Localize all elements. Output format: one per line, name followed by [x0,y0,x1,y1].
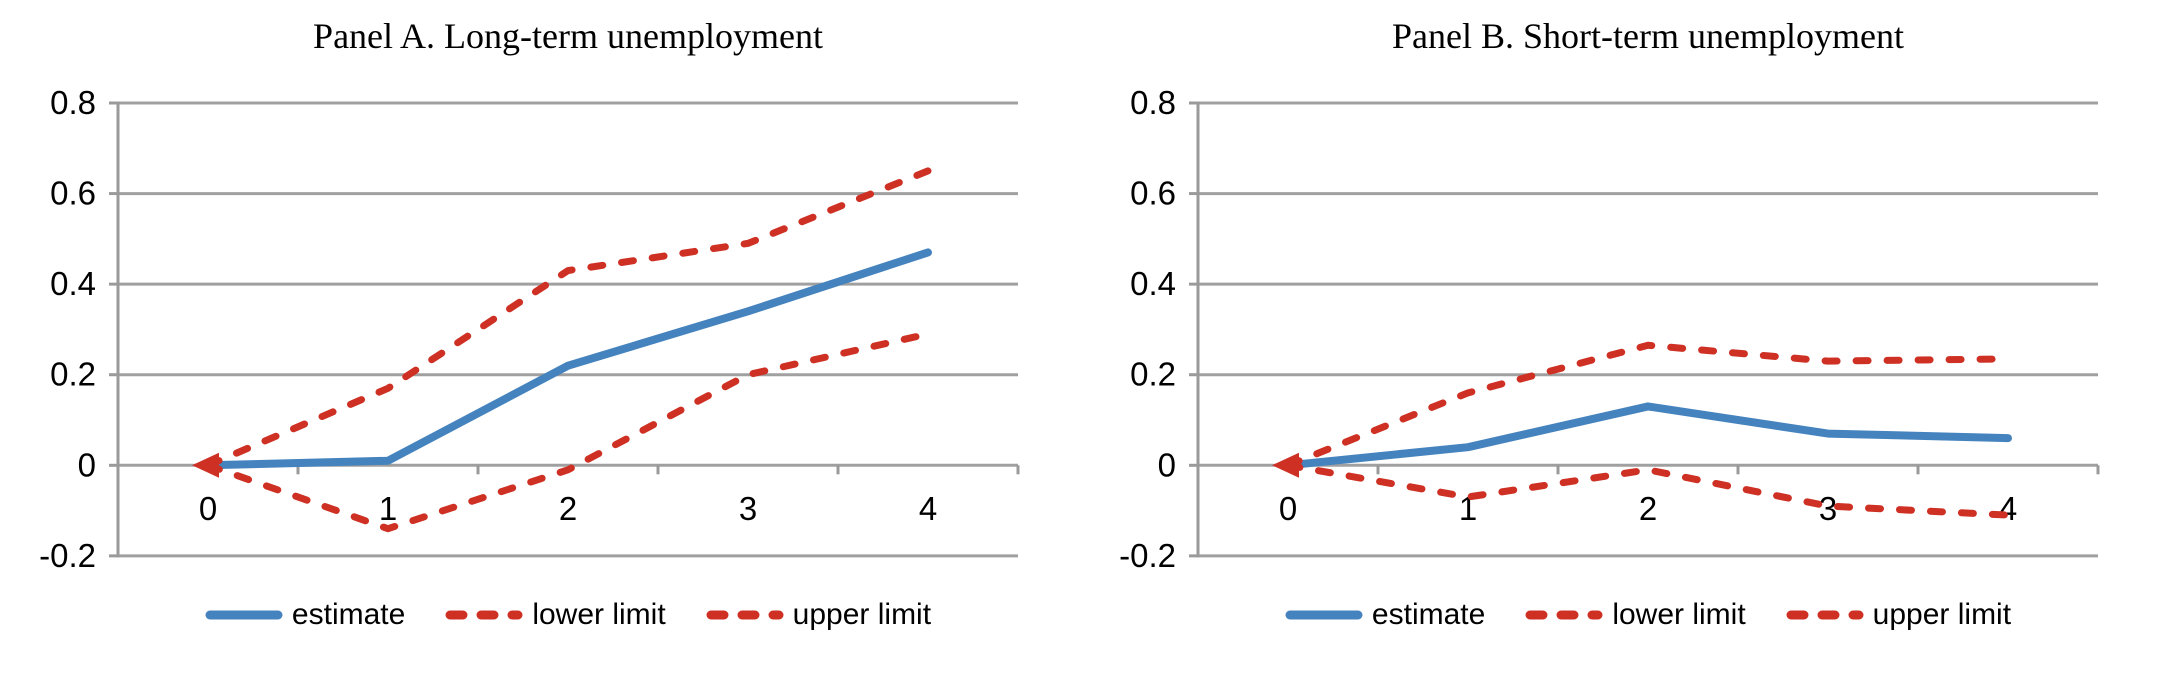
panel-b-title: Panel B. Short-term unemployment [1392,16,1904,56]
legend-item-upper-limit: upper limit [1786,598,2011,632]
dashed-line-swatch-icon [706,610,784,620]
panel-a-plot: 0.8 0.6 0.4 0.2 0 -0.2 0 1 2 3 4 [39,84,1020,574]
origin-arrow-marker [1272,452,1299,478]
panel-b: Panel B. Short-term unemployment 0.8 0.6 0… [1080,0,2160,696]
panel-a-title: Panel A. Long-term unemployment [313,16,823,56]
legend-item-estimate: estimate [1285,598,1485,632]
y-tick-label: 0.2 [50,356,96,393]
x-tick-label: 0 [1279,490,1297,527]
legend-label: lower limit [532,598,666,631]
x-tick-label: 2 [1639,490,1657,527]
x-tick-label: 4 [1999,490,2017,527]
x-tick-label: 3 [1819,490,1837,527]
x-tick-label: 3 [739,490,757,527]
y-tick-label: 0.8 [50,84,96,121]
panel-b-legend: estimate lower limit upper limit [1198,598,2098,632]
y-tick-label: -0.2 [39,537,96,574]
y-tick-label: 0 [1158,446,1176,483]
x-tick-label: 0 [199,490,217,527]
series-line-lower-limit [204,330,932,533]
legend-label: estimate [291,598,406,631]
series-line-upper-limit [1284,341,2012,469]
solid-line-swatch-icon [1285,610,1363,620]
x-tick-label: 1 [379,490,397,527]
legend-label: lower limit [1612,598,1746,631]
panel-a-legend: estimate lower limit upper limit [118,598,1018,632]
legend-label: upper limit [1872,598,2012,631]
panel-a: Panel A. Long-term unemployment 0.8 0.6 0.… [39,16,1020,632]
dashed-line-swatch-icon [1786,610,1864,620]
series-line-estimate [1284,402,2012,470]
dashed-line-swatch-icon [1525,610,1603,620]
legend-item-upper-limit: upper limit [706,598,931,632]
y-tick-label: 0.2 [1130,356,1176,393]
dashed-line-swatch-icon [445,610,523,620]
y-tick-label: 0.6 [1130,175,1176,212]
y-tick-label: 0.6 [50,175,96,212]
legend-label: estimate [1371,598,1486,631]
panel-b-plot: 0.80.60.40.20-0.20 1 2 3 4 [1119,84,2100,574]
x-tick-label: 2 [559,490,577,527]
origin-arrow-marker [192,452,219,478]
legend-label: upper limit [792,598,932,631]
series-line-upper-limit [204,167,932,469]
solid-line-swatch-icon [205,610,283,620]
legend-item-estimate: estimate [205,598,405,632]
series-line-lower-limit [1284,461,2012,519]
y-tick-label: 0.8 [1130,84,1176,121]
x-tick-label: 4 [919,490,937,527]
y-tick-label: 0 [78,446,96,483]
legend-item-lower-limit: lower limit [1525,598,1746,632]
y-tick-label: 0.4 [50,265,96,302]
y-tick-label: 0.4 [1130,265,1176,302]
series-line-estimate [204,248,932,470]
y-tick-label: -0.2 [1119,537,1176,574]
legend-item-lower-limit: lower limit [445,598,666,632]
